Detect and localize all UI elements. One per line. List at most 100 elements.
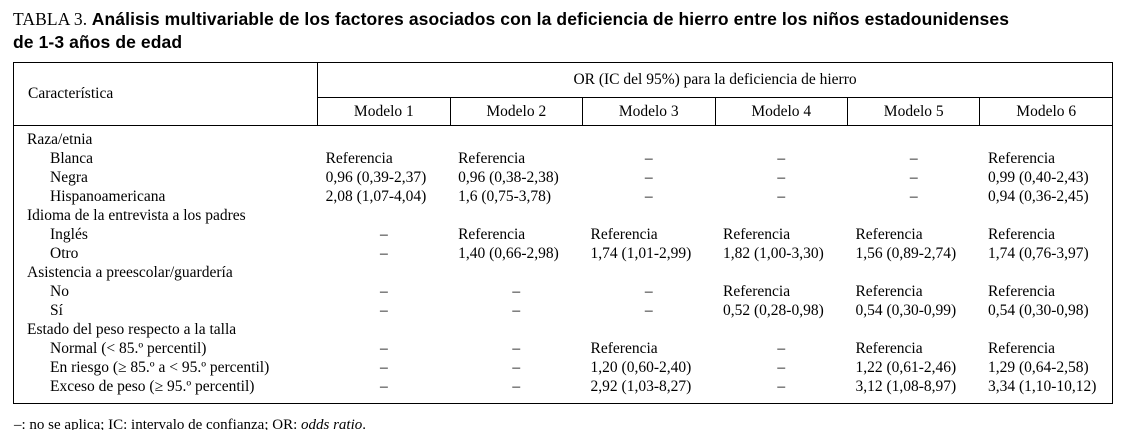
- value-cell: 1,74 (1,01-2,99): [590, 245, 692, 262]
- value-cell: Referencia: [458, 150, 526, 167]
- footnote: –: no se aplica; IC: intervalo de confia…: [13, 417, 1114, 430]
- not-applicable-cell: –: [512, 283, 521, 300]
- data-row: Hispanoamericana 2,08 (1,07-4,04) 1,6 (0,7…: [14, 187, 1113, 206]
- not-applicable-cell: –: [777, 340, 786, 357]
- value-cell: 0,52 (0,28-0,98): [723, 302, 824, 319]
- not-applicable-cell: –: [379, 283, 388, 300]
- section-header-row: Idioma de la entrevista a los padres: [14, 206, 1113, 225]
- or-results-table: Característica OR (IC del 95%) para la d…: [13, 62, 1113, 404]
- characteristic-cell: Normal (< 85.º percentil): [50, 340, 207, 357]
- value-cell: 1,40 (0,66-2,98): [458, 245, 559, 262]
- value-cell: Referencia: [987, 150, 1056, 167]
- value-cell: 0,96 (0,39-2,37): [325, 169, 427, 186]
- value-cell: 1,82 (1,00-3,30): [723, 245, 824, 262]
- table-title: TABLA 3. Análisis multivariable de los f…: [13, 8, 1114, 53]
- not-applicable-cell: –: [777, 150, 786, 167]
- characteristic-cell: Negra: [50, 169, 88, 186]
- data-row: Sí – – – 0,52 (0,28-0,98) 0,54 (0,30-0,99) 0,5…: [14, 301, 1113, 320]
- not-applicable-cell: –: [512, 378, 521, 395]
- value-cell: Referencia: [855, 340, 923, 357]
- value-cell: 3,34 (1,10-10,12): [987, 378, 1097, 395]
- characteristic-cell: Exceso de peso (≥ 95.º percentil): [50, 378, 255, 395]
- footnote-period: .: [362, 417, 367, 430]
- value-cell: Referencia: [590, 226, 658, 243]
- not-applicable-cell: –: [644, 283, 653, 300]
- not-applicable-cell: –: [909, 150, 918, 167]
- not-applicable-cell: –: [379, 378, 388, 395]
- value-cell: Referencia: [987, 283, 1056, 300]
- or-group-header: OR (IC del 95%) para la deficiencia de h…: [317, 62, 1113, 98]
- not-applicable-cell: –: [379, 245, 388, 262]
- table-number: TABLA 3.: [13, 9, 88, 29]
- section-label: Idioma de la entrevista a los padres: [27, 207, 246, 224]
- value-cell: Referencia: [987, 226, 1056, 243]
- not-applicable-cell: –: [777, 188, 786, 205]
- value-cell: 2,92 (1,03-8,27): [590, 378, 692, 395]
- model-5-header: Modelo 5: [846, 97, 980, 126]
- value-cell: Referencia: [590, 340, 658, 357]
- value-cell: 1,22 (0,61-2,46): [855, 359, 957, 376]
- not-applicable-cell: –: [379, 340, 388, 357]
- section-label: Raza/etnia: [27, 131, 93, 148]
- value-cell: 0,96 (0,38-2,38): [458, 169, 559, 186]
- characteristic-cell: No: [50, 283, 69, 300]
- not-applicable-cell: –: [777, 378, 786, 395]
- not-applicable-cell: –: [909, 169, 918, 186]
- value-cell: 1,6 (0,75-3,78): [458, 188, 552, 205]
- characteristic-cell: Otro: [50, 245, 79, 262]
- not-applicable-cell: –: [379, 359, 388, 376]
- data-row: No – – – Referencia Referencia Referencia: [14, 282, 1113, 301]
- value-cell: Referencia: [325, 150, 393, 167]
- data-row: En riesgo (≥ 85.º a < 95.º percentil) – – 1…: [14, 358, 1113, 377]
- value-cell: Referencia: [855, 283, 923, 300]
- characteristic-cell: Sí: [50, 302, 63, 319]
- characteristic-cell: En riesgo (≥ 85.º a < 95.º percentil): [50, 359, 270, 376]
- characteristic-cell: Hispanoamericana: [50, 188, 166, 205]
- not-applicable-cell: –: [512, 359, 521, 376]
- section-header-row: Asistencia a preescolar/guardería: [14, 263, 1113, 282]
- model-2-header: Modelo 2: [449, 97, 583, 126]
- model-1-header: Modelo 1: [317, 97, 451, 126]
- value-cell: 0,99 (0,40-2,43): [987, 169, 1089, 186]
- data-row: Exceso de peso (≥ 95.º percentil) – – 2,92 …: [14, 377, 1113, 404]
- not-applicable-cell: –: [379, 302, 388, 319]
- value-cell: 1,29 (0,64-2,58): [987, 359, 1089, 376]
- not-applicable-cell: –: [644, 302, 653, 319]
- value-cell: Referencia: [458, 226, 526, 243]
- value-cell: 3,12 (1,08-8,97): [855, 378, 957, 395]
- footnote-italic-term: odds ratio: [301, 417, 363, 430]
- characteristic-cell: Inglés: [50, 226, 88, 243]
- not-applicable-cell: –: [512, 340, 521, 357]
- footnote-text: –: no se aplica; IC: intervalo de confia…: [14, 417, 301, 430]
- not-applicable-cell: –: [777, 169, 786, 186]
- title-line1: Análisis multivariable de los factores a…: [91, 9, 1010, 29]
- characteristic-column-header: Característica: [13, 62, 319, 126]
- not-applicable-cell: –: [379, 226, 388, 243]
- data-row: Normal (< 85.º percentil) – – Referencia – Re…: [14, 339, 1113, 358]
- value-cell: 1,56 (0,89-2,74): [855, 245, 957, 262]
- title-line2: de 1-3 años de edad: [13, 31, 183, 52]
- table-header: Característica OR (IC del 95%) para la d…: [13, 62, 1113, 126]
- model-4-header: Modelo 4: [714, 97, 848, 126]
- not-applicable-cell: –: [644, 188, 653, 205]
- section-header-row: Raza/etnia: [14, 126, 1113, 150]
- value-cell: Referencia: [987, 340, 1056, 357]
- data-row: Negra 0,96 (0,39-2,37) 0,96 (0,38-2,38) – – –…: [14, 168, 1113, 187]
- data-row: Blanca Referencia Referencia – – – Referencia: [14, 149, 1113, 168]
- section-label: Estado del peso respecto a la talla: [27, 321, 237, 338]
- value-cell: 1,74 (0,76-3,97): [987, 245, 1089, 262]
- not-applicable-cell: –: [909, 188, 918, 205]
- value-cell: 0,54 (0,30-0,98): [987, 302, 1089, 319]
- value-cell: 0,94 (0,36-2,45): [987, 188, 1089, 205]
- value-cell: 2,08 (1,07-4,04): [325, 188, 427, 205]
- not-applicable-cell: –: [644, 150, 653, 167]
- value-cell: Referencia: [723, 226, 791, 243]
- value-cell: Referencia: [855, 226, 923, 243]
- value-cell: 1,20 (0,60-2,40): [590, 359, 692, 376]
- not-applicable-cell: –: [512, 302, 521, 319]
- value-cell: 0,54 (0,30-0,99): [855, 302, 957, 319]
- model-3-header: Modelo 3: [582, 97, 715, 126]
- not-applicable-cell: –: [777, 359, 786, 376]
- data-row: Otro – 1,40 (0,66-2,98) 1,74 (1,01-2,99) 1,8…: [14, 244, 1113, 263]
